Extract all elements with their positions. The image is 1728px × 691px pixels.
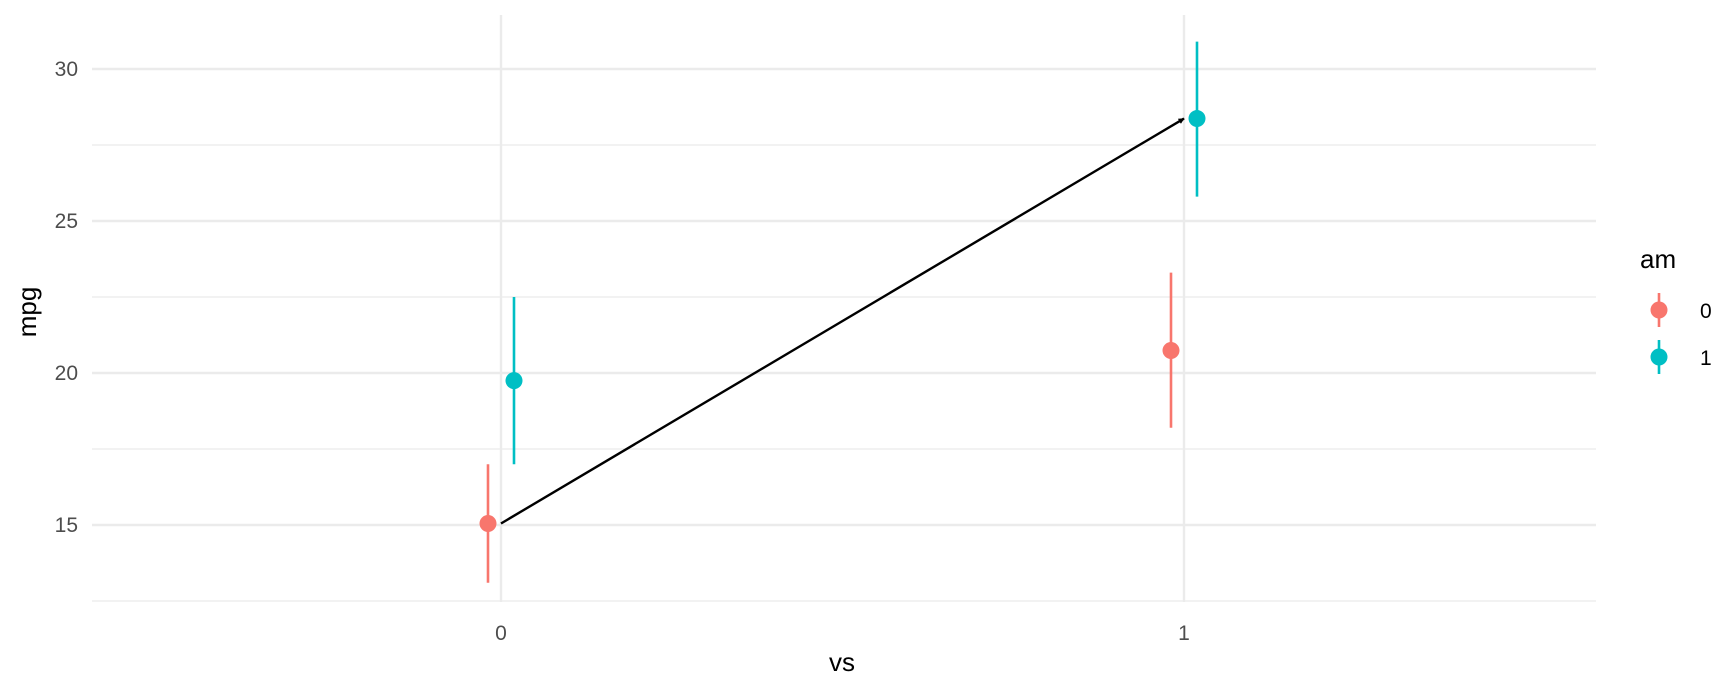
arrow-annotation	[500, 117, 1185, 525]
x-tick-label: 1	[1178, 622, 1190, 645]
y-tick-label: 15	[55, 514, 78, 537]
x-tick-label: 0	[495, 622, 507, 645]
legend-entries: 01	[1650, 293, 1712, 374]
y-tick-label: 30	[55, 58, 78, 81]
data-point	[1162, 342, 1180, 360]
legend-title: am	[1640, 244, 1676, 274]
series-am-0	[479, 272, 1180, 583]
data-series	[479, 41, 1206, 583]
y-tick-label: 20	[55, 362, 78, 385]
legend-key-point	[1650, 348, 1668, 366]
data-point	[1188, 110, 1206, 128]
annotations	[500, 117, 1185, 525]
x-axis-title: vs	[829, 647, 855, 677]
data-point	[505, 372, 523, 390]
legend-entry-1: 1	[1650, 340, 1712, 374]
legend-label: 1	[1700, 347, 1712, 370]
legend-entry-0: 0	[1650, 293, 1712, 327]
legend-key-point	[1650, 301, 1668, 319]
data-point	[479, 514, 497, 532]
y-axis-title: mpg	[12, 287, 42, 338]
y-tick-label: 25	[55, 210, 78, 233]
y-axis-ticks: 15 20 25 30	[55, 58, 78, 537]
legend: am 01	[1640, 244, 1712, 374]
legend-label: 0	[1700, 300, 1712, 323]
grid	[92, 15, 1596, 602]
series-am-1	[505, 41, 1206, 465]
